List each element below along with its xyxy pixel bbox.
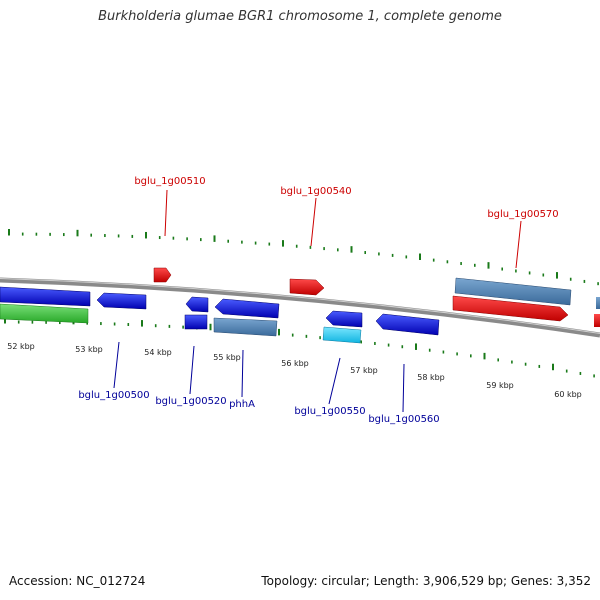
label-bglu_1g00510: bglu_1g00510 <box>134 176 205 187</box>
map-title: Burkholderia glumae BGR1 chromosome 1, c… <box>98 9 502 24</box>
gene-blue-small[interactable] <box>185 296 209 313</box>
chromosome-backbone <box>0 277 600 338</box>
label-bglu_1g00550: bglu_1g00550 <box>294 406 365 417</box>
scale-label-54kbp: 54 kbp <box>144 348 172 357</box>
scale-label-56kbp: 56 kbp <box>281 359 309 368</box>
label-bglu_1g00500: bglu_1g00500 <box>78 390 149 401</box>
gene-green-cds[interactable] <box>0 303 89 324</box>
upper-tick-row <box>8 229 599 286</box>
leader-bglu_1g00560 <box>402 363 405 413</box>
leader-phhA <box>241 349 244 398</box>
gene-bglu_1g00540[interactable] <box>289 278 325 296</box>
label-bglu_1g00570: bglu_1g00570 <box>487 209 558 220</box>
gene-bglu_1g00560[interactable] <box>375 313 440 336</box>
accession-text: Accession: NC_012724 <box>9 574 146 588</box>
scale-label-55kbp: 55 kbp <box>213 353 241 362</box>
gene-bglu_1g00570[interactable] <box>452 295 569 322</box>
gene-partial-steel[interactable] <box>596 297 600 309</box>
gene-bglu_1g00520[interactable] <box>184 314 208 330</box>
leader-bglu_1g00550 <box>328 357 341 405</box>
gene-cyan-rna[interactable] <box>322 326 362 344</box>
label-phhA: phhA <box>229 399 255 410</box>
gene-partial-red[interactable] <box>594 314 600 327</box>
leader-bglu_1g00510 <box>164 189 168 237</box>
scale-label-58kbp: 58 kbp <box>417 373 445 382</box>
scale-label-59kbp: 59 kbp <box>486 381 514 390</box>
leader-bglu_1g00520 <box>189 345 195 395</box>
scale-label-57kbp: 57 kbp <box>350 366 378 375</box>
scale-label-52kbp: 52 kbp <box>7 342 35 351</box>
label-bglu_1g00560: bglu_1g00560 <box>368 414 439 425</box>
leader-bglu_1g00540 <box>310 197 317 247</box>
leader-bglu_1g00500 <box>113 341 120 389</box>
gene-bglu_1g00510[interactable] <box>153 267 172 283</box>
leader-bglu_1g00570 <box>515 220 522 269</box>
scale-label-60kbp: 60 kbp <box>554 390 582 399</box>
gene-blue-mid[interactable] <box>214 298 280 319</box>
gene-phhA[interactable] <box>213 317 278 337</box>
gene-steel-top[interactable] <box>454 277 572 306</box>
gene-left-blue[interactable] <box>0 286 91 307</box>
gene-bglu_1g00550[interactable] <box>325 310 363 328</box>
genome-summary-text: Topology: circular; Length: 3,906,529 bp… <box>261 574 591 588</box>
label-bglu_1g00520: bglu_1g00520 <box>155 396 226 407</box>
label-bglu_1g00540: bglu_1g00540 <box>280 186 351 197</box>
gene-bglu_1g00500[interactable] <box>96 292 147 310</box>
scale-label-53kbp: 53 kbp <box>75 345 103 354</box>
